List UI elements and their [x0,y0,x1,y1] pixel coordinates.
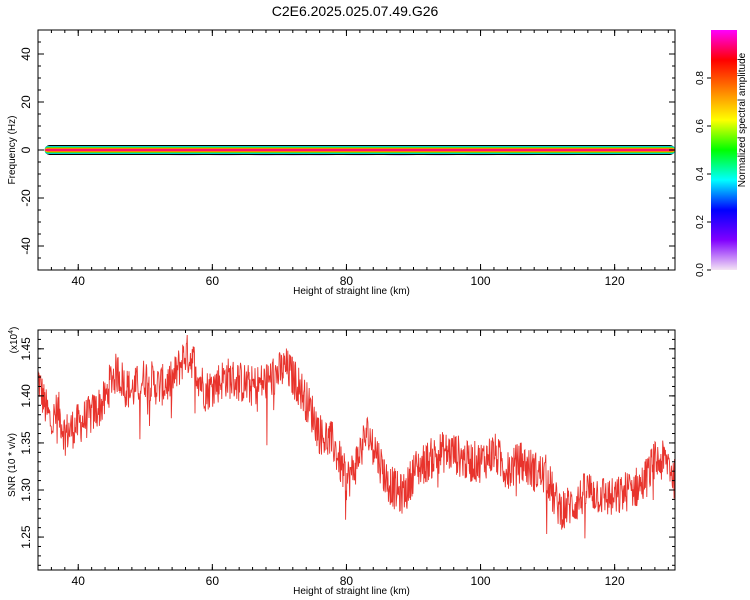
y-scale-exponent: 4 [8,330,15,334]
x-tick-label: 40 [72,274,86,288]
colorbar-tick-label: 0.4 [695,167,706,181]
snr-panel: 40 60 80 100 120 1.45 1.40 1.35 1.30 1.25 Height o… [7,327,676,597]
y-tick-label: 1.45 [19,337,33,361]
y-tick-label: -40 [19,237,33,255]
colorbar-label: Normalized spectral amplitude [737,52,748,187]
y-scale-label: (x104) [8,327,20,354]
x-tick-label: 80 [340,574,354,588]
y-axis-label: SNR (10 * v/v) [7,433,18,497]
y-tick-label: 1.30 [19,478,33,502]
x-axis-label: Height of straight line (km) [293,586,410,597]
y-tick-label: 20 [19,95,33,109]
y-tick-label: 1.35 [19,431,33,455]
y-tick-label: 1.40 [19,384,33,408]
spectrogram-panel: 40 60 80 100 120 40 20 0 -20 -40 Height of straigh… [7,29,676,297]
y-axis-label: Frequency (Hz) [7,116,18,185]
colorbar: 0.0 0.2 0.4 0.6 0.8 Normalized spectral ampli… [695,30,748,277]
x-tick-label: 100 [471,274,491,288]
x-axis-label: Height of straight line (km) [293,286,410,297]
x-tick-label: 120 [605,574,625,588]
colorbar-tick-label: 0.2 [695,215,706,229]
colorbar-tick-label: 0.6 [695,119,706,133]
y-tick-label: -20 [19,189,33,207]
spectral-band-layer [44,149,675,151]
x-tick-label: 60 [206,274,220,288]
x-tick-label: 40 [72,574,86,588]
snr-series-line [38,334,675,539]
y-tick-label: 40 [19,47,33,61]
plot-frame [37,29,676,271]
colorbar-gradient [711,30,737,270]
x-tick-label: 100 [471,574,491,588]
y-tick-label: 1.25 [19,525,33,549]
colorbar-tick-label: 0.0 [695,263,706,277]
plot-frame [37,329,676,571]
x-tick-label: 80 [340,274,354,288]
x-tick-label: 120 [605,274,625,288]
figure-title: C2E6.2025.025.07.49.G26 [272,3,439,19]
y-tick-label: 0 [19,146,33,153]
colorbar-tick-label: 0.8 [695,71,706,85]
x-tick-label: 60 [206,574,220,588]
